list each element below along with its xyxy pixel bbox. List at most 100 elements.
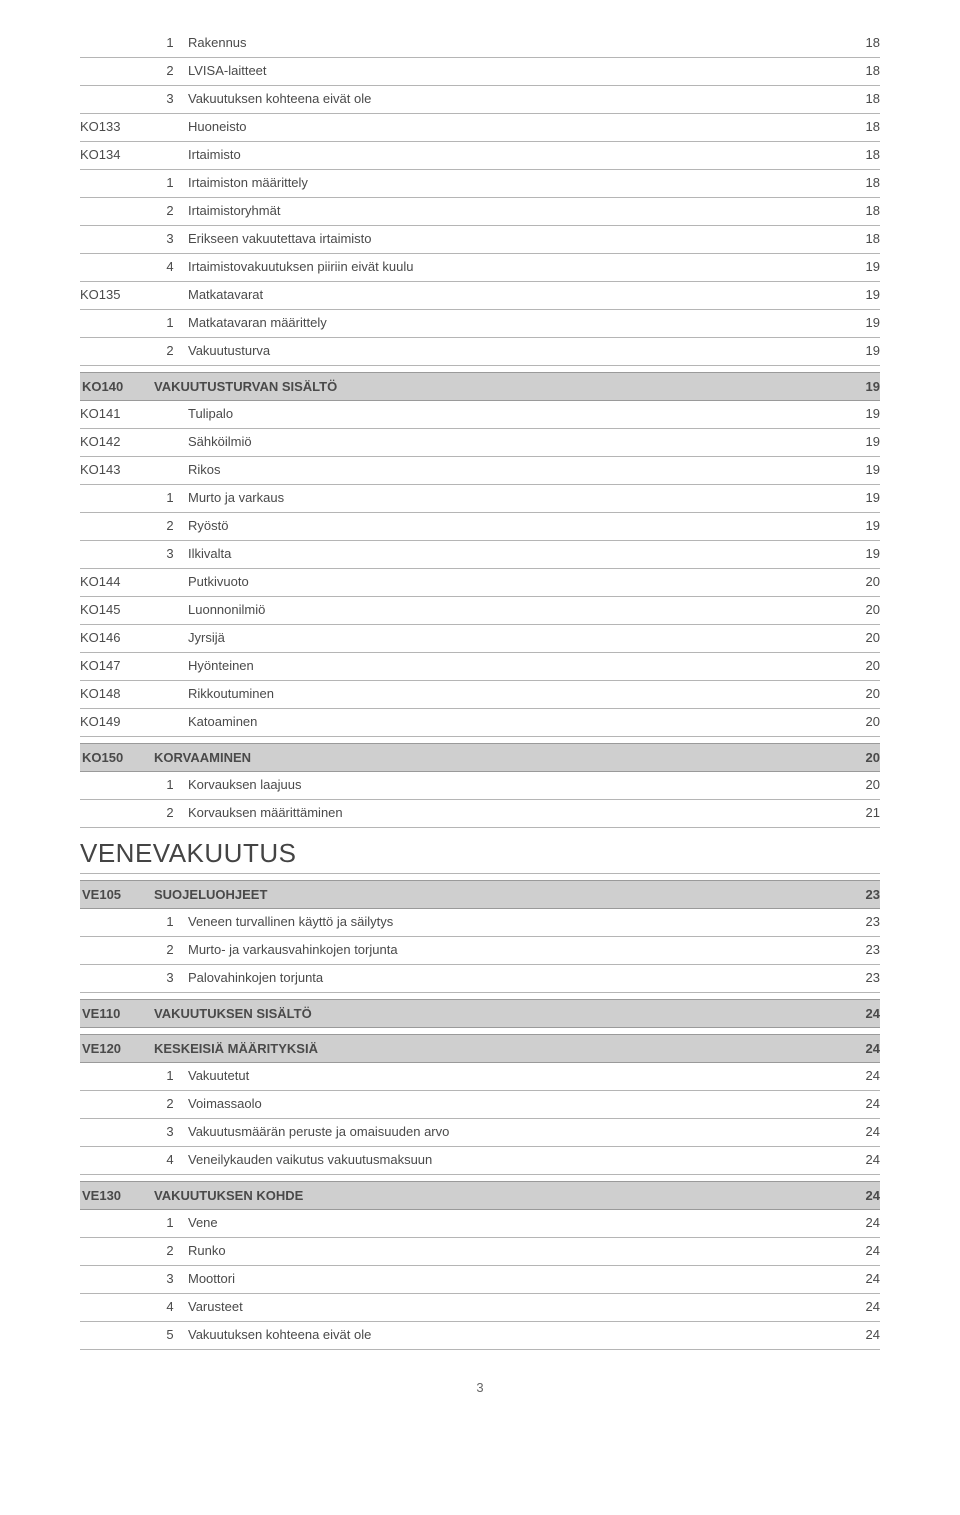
row-label: Korvauksen laajuus (188, 777, 840, 792)
row-label: Irtaimiston määrittely (188, 175, 840, 190)
header-code: KO140 (80, 379, 154, 394)
header-code: VE110 (80, 1006, 154, 1021)
toc-row: 3 Vakuutuksen kohteena eivät ole 18 (80, 86, 880, 114)
header-label: KORVAAMINEN (154, 750, 840, 765)
header-label: VAKUUTUKSEN KOHDE (154, 1188, 840, 1203)
row-num: 3 (152, 1271, 188, 1286)
header-label: KESKEISIÄ MÄÄRITYKSIÄ (154, 1041, 840, 1056)
row-label: Murto ja varkaus (188, 490, 840, 505)
row-label: Vakuutusturva (188, 343, 840, 358)
row-label: Vakuutuksen kohteena eivät ole (188, 91, 840, 106)
row-page: 20 (840, 686, 880, 701)
row-page: 19 (840, 546, 880, 561)
header-page: 24 (840, 1041, 880, 1056)
toc-row: KO142 Sähköilmiö 19 (80, 429, 880, 457)
row-label: Ilkivalta (188, 546, 840, 561)
toc-row: KO149 Katoaminen 20 (80, 709, 880, 737)
group-top: 1 Rakennus 18 2 LVISA-laitteet 18 3 Vaku… (80, 30, 880, 114)
row-label: Voimassaolo (188, 1096, 840, 1111)
vene-heading-wrap: VENEVAKUUTUS (80, 830, 880, 874)
row-label: Rakennus (188, 35, 840, 50)
row-code: KO149 (80, 714, 152, 729)
row-label: Tulipalo (188, 406, 840, 421)
toc-row: 1 Korvauksen laajuus 20 (80, 772, 880, 800)
row-page: 24 (840, 1327, 880, 1342)
row-num: 4 (152, 1152, 188, 1167)
toc-row: KO146 Jyrsijä 20 (80, 625, 880, 653)
row-page: 19 (840, 518, 880, 533)
row-code: KO142 (80, 434, 152, 449)
row-page: 20 (840, 630, 880, 645)
row-page: 18 (840, 147, 880, 162)
row-label: Murto- ja varkausvahinkojen torjunta (188, 942, 840, 957)
row-page: 18 (840, 175, 880, 190)
toc-row: 2 Murto- ja varkausvahinkojen torjunta 2… (80, 937, 880, 965)
row-page: 19 (840, 490, 880, 505)
row-label: Huoneisto (188, 119, 840, 134)
row-page: 24 (840, 1152, 880, 1167)
toc-row: 4 Irtaimistovakuutuksen piiriin eivät ku… (80, 254, 880, 282)
row-page: 18 (840, 35, 880, 50)
header-page: 24 (840, 1188, 880, 1203)
toc-row: 1 Veneen turvallinen käyttö ja säilytys … (80, 909, 880, 937)
row-page: 19 (840, 287, 880, 302)
toc-row: 2 LVISA-laitteet 18 (80, 58, 880, 86)
row-label: Moottori (188, 1271, 840, 1286)
toc-row: 2 Vakuutusturva 19 (80, 338, 880, 366)
row-label: Jyrsijä (188, 630, 840, 645)
row-num: 2 (152, 518, 188, 533)
toc-row: KO145 Luonnonilmiö 20 (80, 597, 880, 625)
row-page: 23 (840, 942, 880, 957)
row-label: Rikos (188, 462, 840, 477)
row-label: Rikkoutuminen (188, 686, 840, 701)
header-label: VAKUUTUKSEN SISÄLTÖ (154, 1006, 840, 1021)
row-label: Katoaminen (188, 714, 840, 729)
row-page: 19 (840, 259, 880, 274)
row-num: 4 (152, 259, 188, 274)
toc-row: 1 Vene 24 (80, 1210, 880, 1238)
row-page: 18 (840, 203, 880, 218)
toc-row: 4 Veneilykauden vaikutus vakuutusmaksuun… (80, 1147, 880, 1175)
row-num: 3 (152, 91, 188, 106)
row-page: 19 (840, 462, 880, 477)
row-num: 4 (152, 1299, 188, 1314)
section-ve130: VE130 VAKUUTUKSEN KOHDE 24 (80, 1181, 880, 1210)
row-num: 3 (152, 546, 188, 561)
toc-row: 4 Varusteet 24 (80, 1294, 880, 1322)
header-page: 19 (840, 379, 880, 394)
row-page: 19 (840, 434, 880, 449)
row-code: KO133 (80, 119, 152, 134)
row-label: Ryöstö (188, 518, 840, 533)
row-page: 20 (840, 777, 880, 792)
row-code: KO145 (80, 602, 152, 617)
row-code: KO134 (80, 147, 152, 162)
toc-row: 3 Ilkivalta 19 (80, 541, 880, 569)
header-code: VE120 (80, 1041, 154, 1056)
row-page: 20 (840, 574, 880, 589)
toc-row: 2 Korvauksen määrittäminen 21 (80, 800, 880, 828)
row-page: 21 (840, 805, 880, 820)
section-ko140: KO140 VAKUUTUSTURVAN SISÄLTÖ 19 (80, 372, 880, 401)
toc-row: 3 Vakuutusmäärän peruste ja omaisuuden a… (80, 1119, 880, 1147)
row-code: KO144 (80, 574, 152, 589)
toc-row: KO143 Rikos 19 (80, 457, 880, 485)
row-num: 1 (152, 777, 188, 792)
header-page: 24 (840, 1006, 880, 1021)
toc-row: 1 Vakuutetut 24 (80, 1063, 880, 1091)
toc-row: KO135 Matkatavarat 19 (80, 282, 880, 310)
toc-row: KO141 Tulipalo 19 (80, 401, 880, 429)
header-code: VE130 (80, 1188, 154, 1203)
row-num: 2 (152, 203, 188, 218)
toc-row: 1 Irtaimiston määrittely 18 (80, 170, 880, 198)
row-num: 3 (152, 970, 188, 985)
toc-row: 3 Erikseen vakuutettava irtaimisto 18 (80, 226, 880, 254)
row-label: Irtaimistoryhmät (188, 203, 840, 218)
row-code: KO135 (80, 287, 152, 302)
row-label: Veneen turvallinen käyttö ja säilytys (188, 914, 840, 929)
toc-row: 1 Rakennus 18 (80, 30, 880, 58)
row-num: 2 (152, 63, 188, 78)
row-num: 1 (152, 315, 188, 330)
row-page: 18 (840, 91, 880, 106)
row-page: 24 (840, 1243, 880, 1258)
toc-row: 5 Vakuutuksen kohteena eivät ole 24 (80, 1322, 880, 1350)
